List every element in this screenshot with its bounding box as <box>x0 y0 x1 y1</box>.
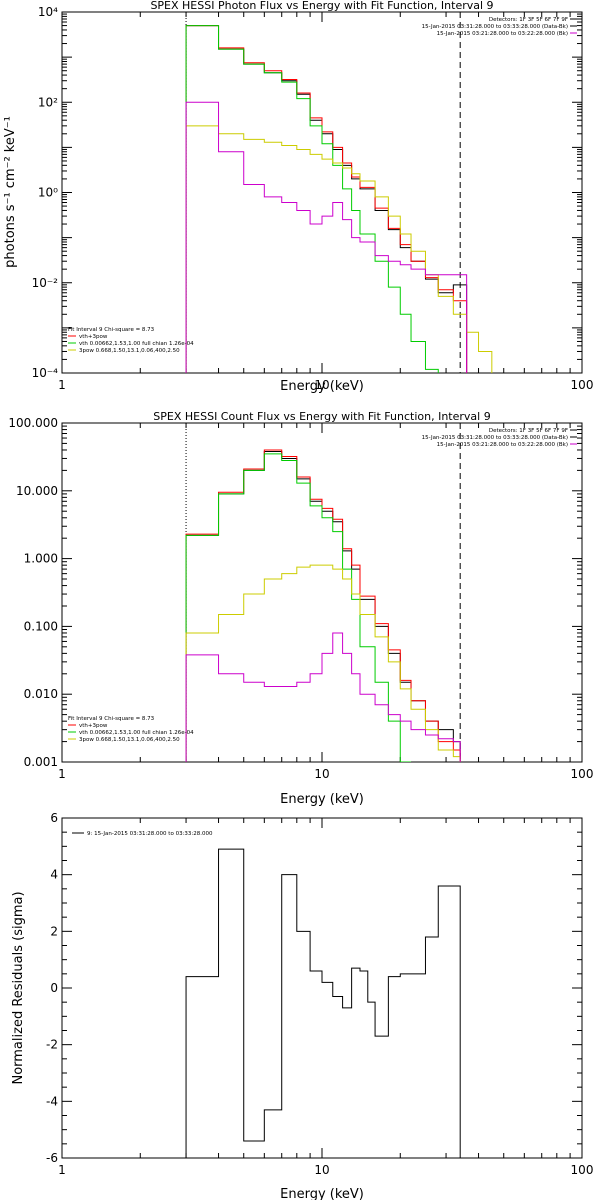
series-line-2 <box>185 25 468 373</box>
y-tick-label: -4 <box>46 1094 58 1108</box>
y-axis-label: Normalized Residuals (sigma) <box>11 891 26 1084</box>
data-layer <box>185 12 493 373</box>
x-tick-label: 10 <box>314 1163 329 1177</box>
series-line-1 <box>185 848 461 1158</box>
plot-frame <box>61 11 583 374</box>
chart-panel-2: SPEX HESSI Count Flux vs Energy with Fit… <box>8 410 593 807</box>
series-line-4 <box>185 564 461 762</box>
legend-entry: vth+3pow <box>79 723 108 729</box>
y-tick-label: 100.000 <box>8 416 58 430</box>
y-tick-label: 4 <box>50 868 58 882</box>
chart-panel-3: 1 10 100 -6 -4 -2 0 2 4 6 Energy (keV) Normalized R… <box>11 811 593 1200</box>
y-tick-label: 10.000 <box>16 484 58 498</box>
y-tick-label: 0.010 <box>24 687 58 701</box>
x-tick-label: 10 <box>314 378 329 392</box>
y-tick-label: 10² <box>38 95 58 109</box>
x-axis-label: Energy (keV) <box>280 792 364 807</box>
legend-entry: 15-Jan-2015 03:21:28.000 to 03:22:28.000… <box>437 31 568 37</box>
y-axis-label: photons s⁻¹ cm⁻² keV⁻¹ <box>3 116 18 268</box>
x-tick-label: 10 <box>314 767 329 781</box>
legend-entry: 15-Jan-2015 03:31:28.000 to 03:33:28.000… <box>422 24 568 30</box>
y-tick-label: 10⁻⁴ <box>32 366 59 380</box>
y-tick-label: 1.000 <box>24 552 58 566</box>
series-line-5 <box>185 632 461 762</box>
legend-entry: 15-Jan-2015 03:21:28.000 to 03:22:28.000… <box>437 442 568 448</box>
x-axis-label: Energy (keV) <box>280 379 364 394</box>
x-tick-label: 1 <box>58 767 66 781</box>
y-tick-label: -6 <box>46 1151 58 1165</box>
data-layer <box>185 423 461 762</box>
legend-entry: vth+3pow <box>79 334 108 340</box>
plot-frame <box>61 422 583 763</box>
y-tick-label: 2 <box>50 924 58 938</box>
data-layer <box>185 848 461 1158</box>
y-tick-label: 6 <box>50 811 58 825</box>
chart-title: SPEX HESSI Count Flux vs Energy with Fit… <box>153 410 490 423</box>
legend-entry: 3pow 0.668,1.50,13.1,0.06,400,2.50 <box>79 737 180 743</box>
y-tick-label: -2 <box>46 1038 58 1052</box>
y-tick-label: 0.001 <box>24 755 58 769</box>
series-line-1 <box>185 450 461 762</box>
x-tick-label: 1 <box>58 1163 66 1177</box>
plot-frame <box>61 817 583 1159</box>
series-line-2 <box>185 449 461 762</box>
legend-entry: Detectors: 1F 3F 5F 6F 7F 9F <box>489 428 568 434</box>
series-line-3 <box>185 25 439 373</box>
series-line-3 <box>185 453 412 762</box>
legend-entry: 3pow 0.668,1.50,13.1,0.06,400,2.50 <box>79 348 180 354</box>
legend-entry: Fit Interval 9 Chi-square = 8.73 <box>68 327 155 333</box>
y-tick-label: 10⁻² <box>32 276 59 290</box>
legend-entry: vth 0.00662,1.53,1.00 full chian 1.26e-0… <box>79 341 194 347</box>
y-tick-label: 0 <box>50 981 58 995</box>
legend-entry: 15-Jan-2015 03:31:28.000 to 03:33:28.000… <box>422 435 568 441</box>
y-tick-label: 10⁴ <box>38 5 58 19</box>
series-line-1 <box>185 25 468 373</box>
x-axis-label: Energy (keV) <box>280 1187 364 1200</box>
chart-panel-1: SPEX HESSI Photon Flux vs Energy with Fi… <box>3 0 593 394</box>
x-tick-label: 100 <box>571 378 594 392</box>
chart-title: SPEX HESSI Photon Flux vs Energy with Fi… <box>150 0 493 12</box>
legend-entry: Fit Interval 9 Chi-square = 8.73 <box>68 716 155 722</box>
series-line-5 <box>185 101 468 373</box>
x-tick-label: 1 <box>58 378 66 392</box>
legend-entry: vth 0.00662,1.53,1.00 full chian 1.26e-0… <box>79 730 194 736</box>
y-tick-label: 10⁰ <box>38 186 58 200</box>
x-tick-label: 100 <box>571 767 594 781</box>
legend-entry: Detectors: 1F 3F 5F 6F 7F 9F <box>489 17 568 23</box>
y-tick-label: 0.100 <box>24 619 58 633</box>
x-tick-label: 100 <box>571 1163 594 1177</box>
legend-entry: 9: 15-Jan-2015 03:31:28.000 to 03:33:28.… <box>87 831 213 837</box>
series-line-4 <box>185 125 493 373</box>
